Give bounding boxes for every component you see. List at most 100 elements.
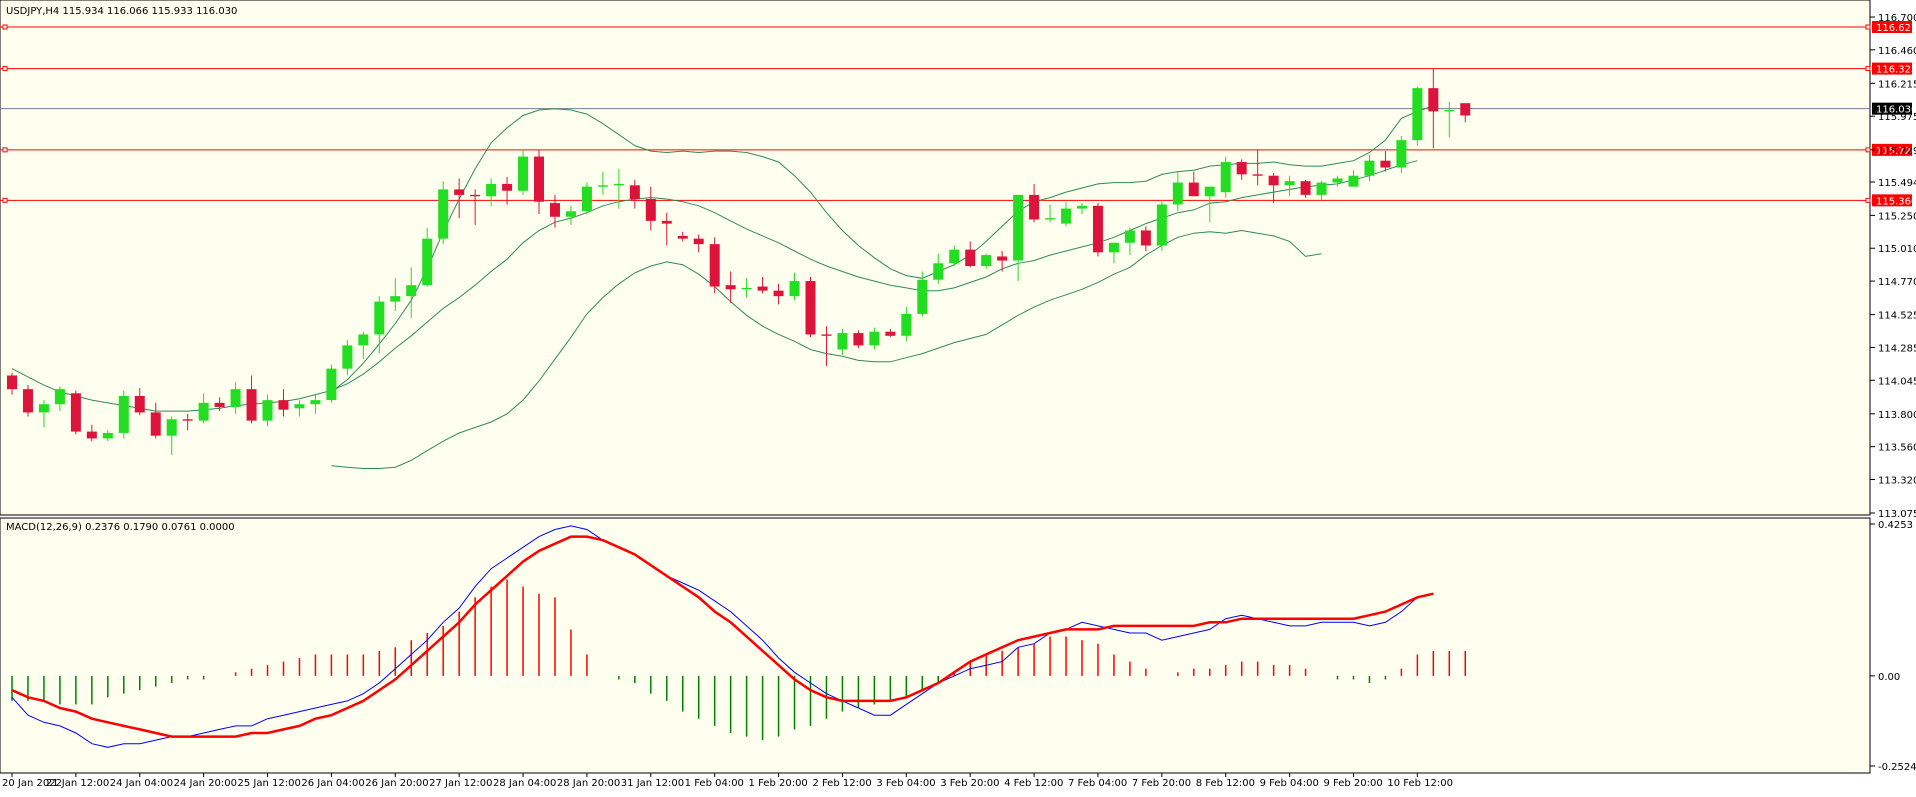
candle[interactable] xyxy=(709,237,720,294)
candle[interactable] xyxy=(198,393,209,424)
candle[interactable] xyxy=(741,278,752,298)
candle[interactable] xyxy=(1156,200,1167,251)
candle[interactable] xyxy=(502,177,513,205)
candle[interactable] xyxy=(725,271,736,303)
candle[interactable] xyxy=(406,267,417,319)
level-handle-left[interactable] xyxy=(2,147,8,153)
candle[interactable] xyxy=(486,178,497,206)
candle[interactable] xyxy=(454,178,465,219)
candle[interactable] xyxy=(70,390,81,435)
candle[interactable] xyxy=(1013,194,1024,282)
candle[interactable] xyxy=(629,179,640,209)
candle[interactable] xyxy=(661,212,672,246)
candle[interactable] xyxy=(326,364,337,403)
candle[interactable] xyxy=(1236,159,1247,180)
candle[interactable] xyxy=(869,327,880,350)
candle[interactable] xyxy=(342,339,353,376)
candle[interactable] xyxy=(1268,172,1279,204)
candle[interactable] xyxy=(22,385,33,417)
candle[interactable] xyxy=(1380,151,1391,172)
candle[interactable] xyxy=(422,227,433,287)
candle[interactable] xyxy=(949,245,960,267)
candle[interactable] xyxy=(134,387,145,416)
candle[interactable] xyxy=(1108,242,1119,264)
candle[interactable] xyxy=(118,390,129,439)
candle[interactable] xyxy=(86,424,97,442)
price-panel[interactable] xyxy=(0,0,1871,516)
candle[interactable] xyxy=(1061,201,1072,227)
candle[interactable] xyxy=(981,253,992,269)
level-handle-left[interactable] xyxy=(2,66,8,72)
candle[interactable] xyxy=(1076,203,1087,215)
candle[interactable] xyxy=(965,241,976,268)
candle[interactable] xyxy=(645,186,656,231)
candle[interactable] xyxy=(1124,227,1135,256)
candle[interactable] xyxy=(54,386,65,412)
candle[interactable] xyxy=(1348,170,1359,187)
candle[interactable] xyxy=(917,271,928,317)
candle[interactable] xyxy=(438,181,449,245)
candle[interactable] xyxy=(549,194,560,228)
candle[interactable] xyxy=(821,326,832,366)
candle[interactable] xyxy=(693,234,704,253)
candle[interactable] xyxy=(214,397,225,412)
candle[interactable] xyxy=(837,328,848,355)
candle[interactable] xyxy=(102,430,113,442)
level-handle-right[interactable] xyxy=(1865,147,1871,153)
candle[interactable] xyxy=(38,400,49,428)
candle[interactable] xyxy=(757,276,768,294)
candle[interactable] xyxy=(310,394,321,414)
candle[interactable] xyxy=(1204,186,1215,223)
candle[interactable] xyxy=(1460,103,1471,123)
candle[interactable] xyxy=(789,272,800,301)
candle[interactable] xyxy=(1252,149,1263,186)
candle[interactable] xyxy=(1332,175,1343,187)
candle[interactable] xyxy=(677,231,688,242)
candle[interactable] xyxy=(933,253,944,284)
candle[interactable] xyxy=(997,250,1008,272)
candle[interactable] xyxy=(901,307,912,342)
candle[interactable] xyxy=(1444,101,1455,138)
candle[interactable] xyxy=(1092,203,1103,257)
candle[interactable] xyxy=(565,205,576,225)
candle[interactable] xyxy=(805,276,816,338)
level-handle-left[interactable] xyxy=(2,197,8,203)
candle[interactable] xyxy=(1045,204,1056,223)
candle[interactable] xyxy=(1316,181,1327,201)
candle[interactable] xyxy=(773,283,784,305)
macd-panel[interactable] xyxy=(0,517,1871,774)
level-handle-right[interactable] xyxy=(1865,66,1871,72)
candle[interactable] xyxy=(374,296,385,354)
candle[interactable] xyxy=(1172,171,1183,212)
candle[interactable] xyxy=(166,416,177,455)
candle[interactable] xyxy=(1220,156,1231,198)
candle[interactable] xyxy=(230,382,241,414)
candle[interactable] xyxy=(1284,175,1295,197)
candle[interactable] xyxy=(534,149,545,215)
candle[interactable] xyxy=(853,330,864,349)
candle[interactable] xyxy=(885,328,896,338)
candle[interactable] xyxy=(1029,183,1040,223)
candle[interactable] xyxy=(470,189,481,225)
candle[interactable] xyxy=(1364,155,1375,182)
candle[interactable] xyxy=(1188,171,1199,197)
candle[interactable] xyxy=(294,400,305,417)
candle[interactable] xyxy=(278,389,289,417)
candle[interactable] xyxy=(358,331,369,360)
level-handle-right[interactable] xyxy=(1865,197,1871,203)
candle[interactable] xyxy=(518,149,529,195)
candle[interactable] xyxy=(1412,86,1423,146)
candle[interactable] xyxy=(597,171,608,195)
level-handle-left[interactable] xyxy=(2,24,8,30)
candle[interactable] xyxy=(246,375,257,424)
candle[interactable] xyxy=(7,372,17,395)
candle[interactable] xyxy=(1300,179,1311,198)
candle[interactable] xyxy=(150,402,161,439)
level-handle-right[interactable] xyxy=(1865,24,1871,30)
candle[interactable] xyxy=(1396,136,1407,173)
candle[interactable] xyxy=(390,278,401,312)
candle[interactable] xyxy=(581,182,592,215)
candle[interactable] xyxy=(1140,226,1151,251)
candle[interactable] xyxy=(1428,68,1439,149)
candle[interactable] xyxy=(182,413,193,431)
